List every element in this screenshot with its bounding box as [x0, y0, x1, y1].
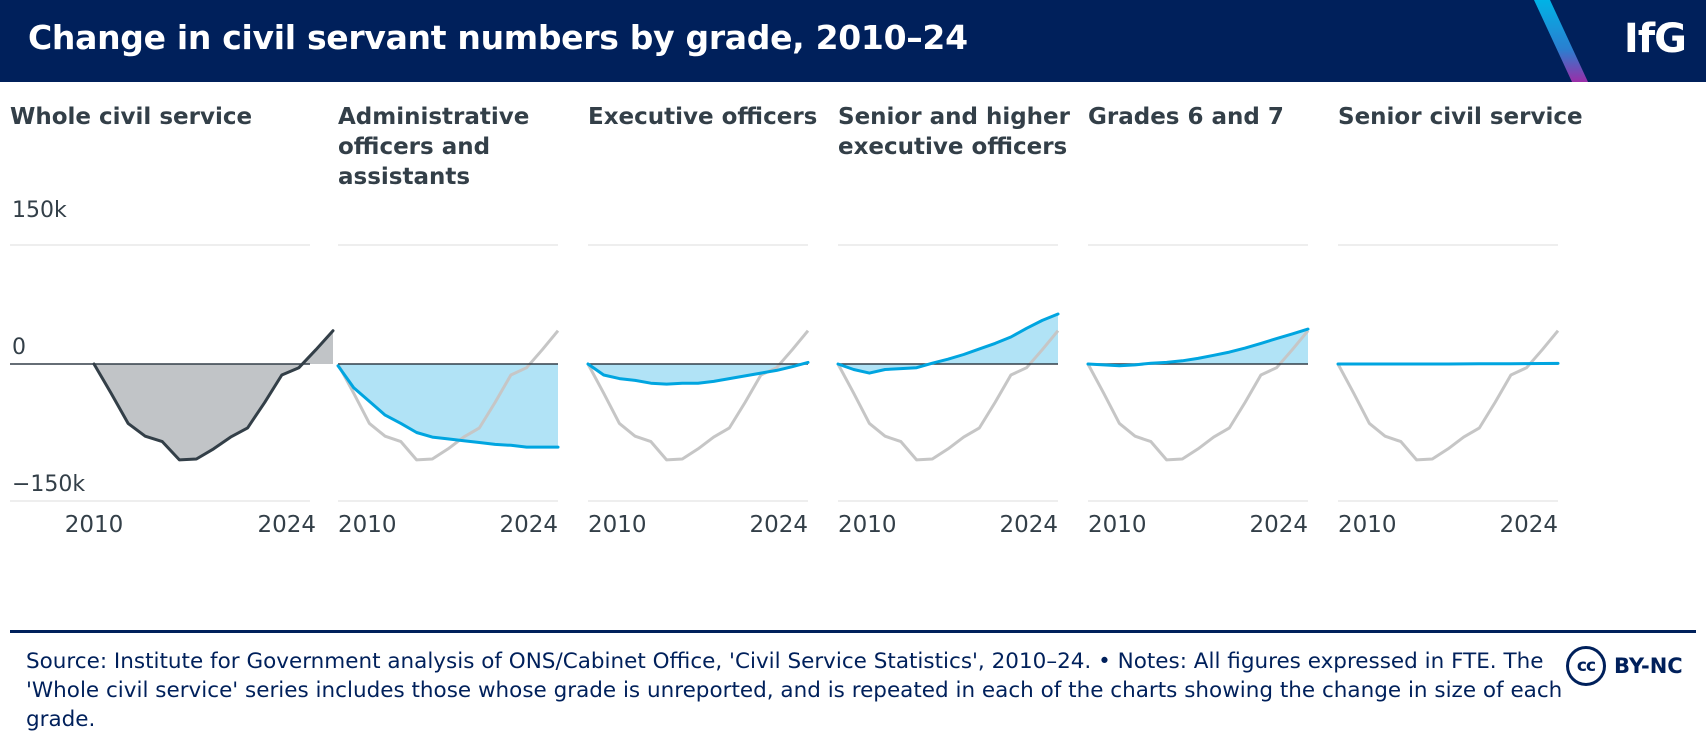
x-tick-label-2010-1: 2010: [64, 512, 124, 538]
series-line-4: [836, 312, 1060, 375]
x-tick-label-2024-1: 2024: [257, 512, 316, 538]
x-tick-label-2010-3: 2010: [588, 512, 647, 538]
x-tick-label-2010-4: 2010: [838, 512, 897, 538]
series-line-2: [336, 364, 560, 449]
y-tick-label-3: −150k: [12, 472, 86, 497]
x-tick-label-2024-3: 2024: [749, 512, 808, 538]
area-fill-4: [838, 314, 1058, 374]
reference-line-whole-civil-service-3: [586, 329, 810, 462]
series-line-1: [92, 329, 335, 462]
x-tick-label-2010-6: 2010: [1338, 512, 1397, 538]
x-tick-label-2024-5: 2024: [1249, 512, 1308, 538]
x-tick-label-2010-5: 2010: [1088, 512, 1147, 538]
panel-title-6: Senior civil service: [1338, 104, 1583, 130]
y-tick-label-2: 0: [12, 335, 26, 360]
reference-line-whole-civil-service-2: [336, 329, 560, 462]
x-tick-label-2010-2: 2010: [338, 512, 397, 538]
reference-line-whole-civil-service-4: [836, 329, 1060, 462]
panel-title-2: Administrative officers and assistants: [338, 104, 530, 190]
area-fill-1: [94, 330, 333, 460]
ifg-logo: IfG: [1623, 16, 1687, 62]
panel-title-4: Senior and higher executive officers: [838, 104, 1070, 160]
panel-title-1: Whole civil service: [10, 104, 253, 130]
header-bar: Change in civil servant numbers by grade…: [0, 0, 1706, 82]
x-tick-label-2024-6: 2024: [1499, 512, 1558, 538]
series-line-3: [586, 360, 810, 386]
series-line-6: [1336, 361, 1560, 366]
brand-stripe-graphic: [1534, 0, 1588, 82]
reference-line-whole-civil-service-6: [1336, 329, 1560, 462]
reference-line-whole-civil-service-5: [1086, 329, 1310, 462]
x-tick-label-2024-2: 2024: [499, 512, 558, 538]
licence-badge: cc BY-NC: [1566, 646, 1683, 686]
area-fill-2: [338, 364, 558, 448]
small-multiples-svg: [10, 244, 1560, 502]
y-tick-label-1: 150k: [12, 198, 67, 223]
panel-title-5: Grades 6 and 7: [1088, 104, 1284, 130]
cc-icon: cc: [1566, 646, 1606, 686]
x-tick-label-2024-4: 2024: [999, 512, 1058, 538]
series-line-5: [1086, 327, 1310, 368]
source-notes: Source: Institute for Government analysi…: [26, 649, 1563, 732]
licence-label: BY-NC: [1614, 654, 1683, 678]
panel-title-3: Executive officers: [588, 104, 818, 130]
area-fill-3: [588, 362, 808, 385]
chart-title: Change in civil servant numbers by grade…: [28, 18, 968, 57]
area-fill-5: [1088, 329, 1308, 366]
footer-divider: [10, 630, 1696, 633]
